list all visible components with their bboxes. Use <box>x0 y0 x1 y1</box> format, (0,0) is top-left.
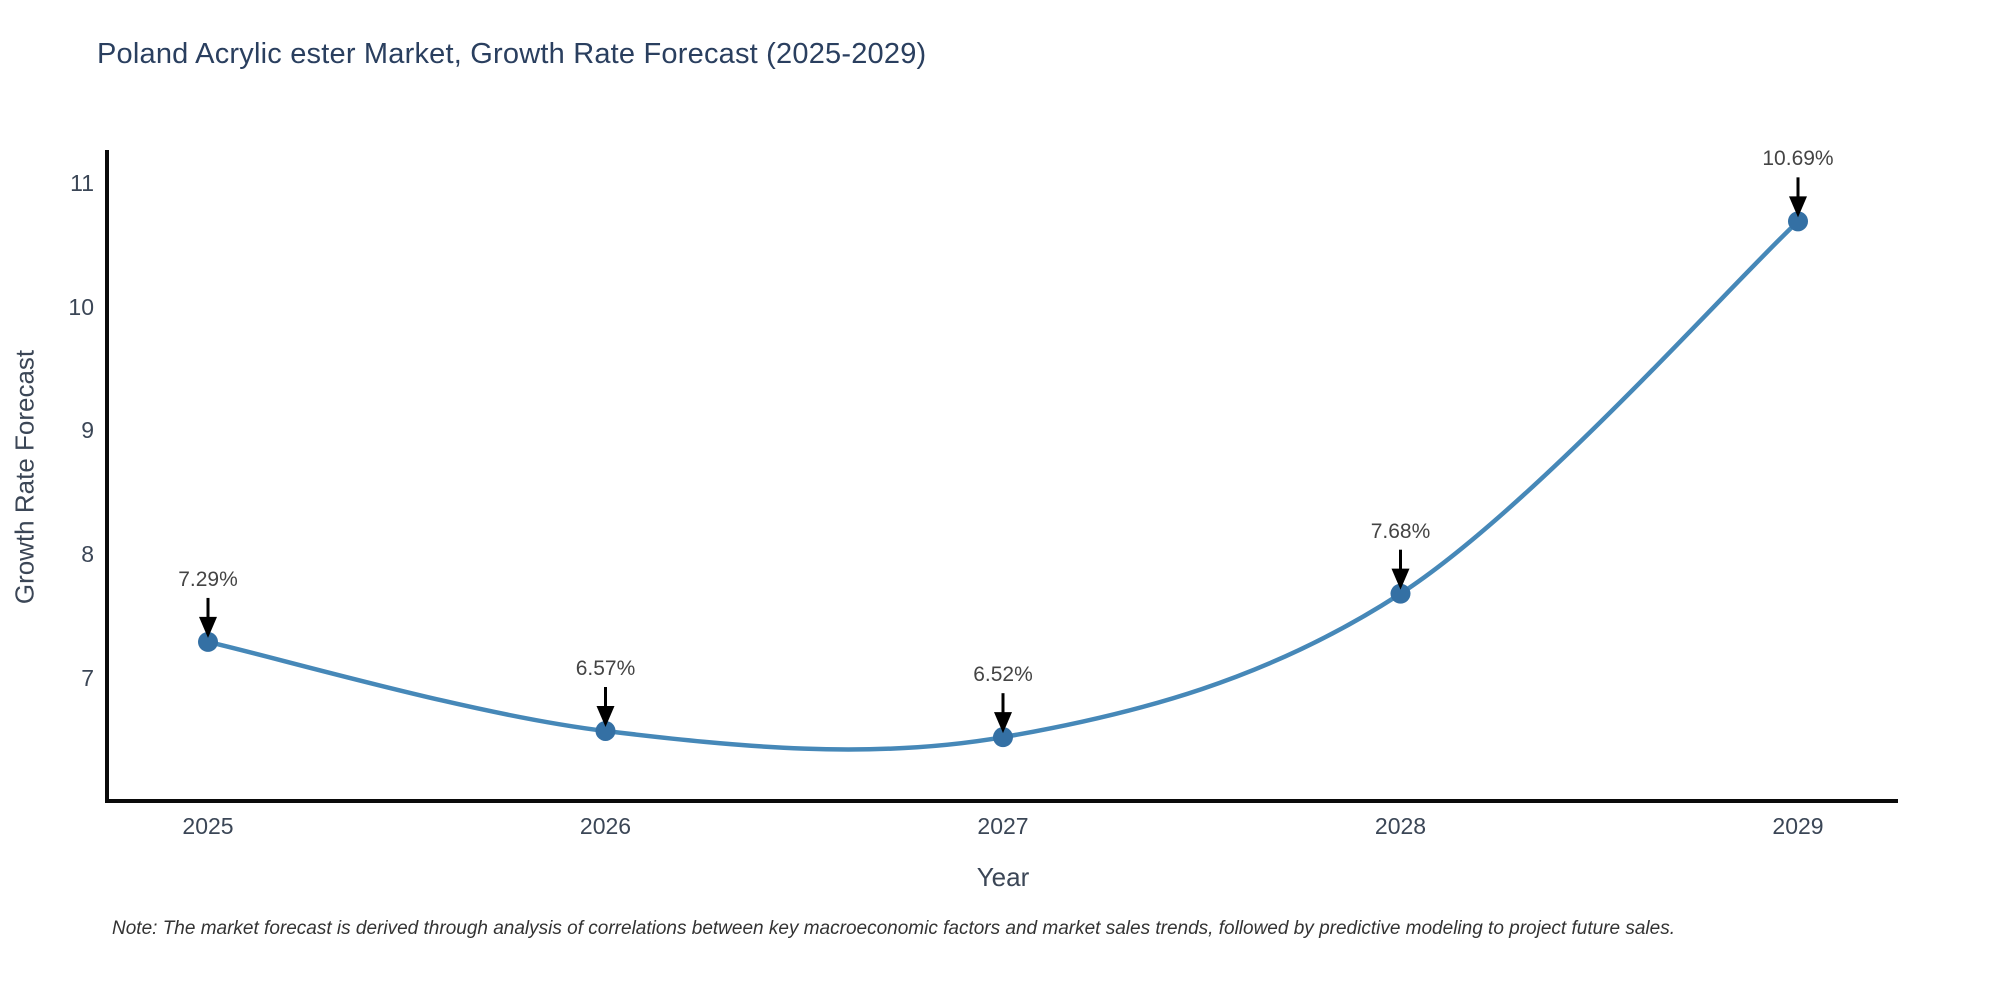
annotation-arrowhead-icon <box>994 712 1012 734</box>
x-tick-label-2028: 2028 <box>1374 813 1427 839</box>
point-annotation-2029: 10.69% <box>1762 147 1834 171</box>
point-annotation-2026: 6.57% <box>575 656 636 680</box>
x-tick-label-2025: 2025 <box>182 813 234 839</box>
data-point-2026 <box>595 720 616 741</box>
markers-group <box>198 211 1808 748</box>
annotation-arrowhead-icon <box>1789 196 1807 218</box>
chart-title: Poland Acrylic ester Market, Growth Rate… <box>97 38 927 70</box>
data-point-2029 <box>1788 211 1808 232</box>
annotation-arrowhead-icon <box>1391 568 1410 590</box>
data-point-2028 <box>1390 583 1411 604</box>
data-point-2025 <box>198 631 218 652</box>
x-tick-label-2029: 2029 <box>1772 813 1824 839</box>
point-annotation-2028: 7.68% <box>1370 519 1431 543</box>
y-tick-label-8: 8 <box>81 541 94 568</box>
data-point-2027 <box>993 727 1013 748</box>
x-tick-label-2026: 2026 <box>579 813 632 839</box>
y-tick-label-10: 10 <box>68 293 94 320</box>
annotation-arrows-group <box>199 177 1807 734</box>
point-annotation-2025: 7.29% <box>178 567 238 591</box>
y-tick-label-7: 7 <box>81 664 94 691</box>
x-axis-title: Year <box>976 862 1030 892</box>
annotation-arrowhead-icon <box>199 616 217 638</box>
footnote: Note: The market forecast is derived thr… <box>112 918 1675 939</box>
x-tick-label-2027: 2027 <box>977 813 1029 839</box>
y-tick-label-9: 9 <box>81 417 94 444</box>
annotation-arrowhead-icon <box>596 705 615 727</box>
y-tick-label-11: 11 <box>70 170 94 196</box>
point-annotation-2027: 6.52% <box>973 663 1033 687</box>
